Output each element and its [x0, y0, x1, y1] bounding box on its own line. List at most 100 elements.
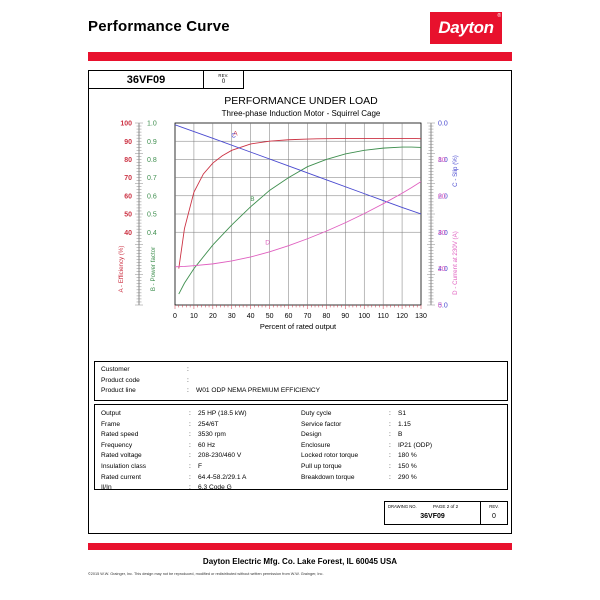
chart-title: PERFORMANCE UNDER LOAD [224, 95, 378, 107]
spec-key: Frequency [101, 441, 133, 449]
footer-red-rule [88, 543, 512, 550]
svg-text:0.7: 0.7 [147, 175, 157, 182]
svg-text:110: 110 [378, 313, 389, 320]
spec-separator: : [389, 431, 391, 439]
spec-column-right: Duty cycle: S1 Service factor:1.15 Design: B… [301, 409, 501, 489]
drawing-revision-cell: REV. 0 [481, 502, 507, 524]
spec-separator: : [189, 420, 191, 428]
svg-text:100: 100 [120, 121, 132, 128]
spec-separator: : [189, 441, 191, 449]
spec-key: Rated voltage [101, 452, 142, 460]
spec-key: Rated current [101, 473, 141, 481]
svg-text:5.0: 5.0 [438, 303, 448, 310]
svg-text:70: 70 [304, 313, 312, 320]
spec-key: Enclosure [301, 441, 331, 449]
spec-value: F [198, 462, 203, 470]
spec-key: Service factor [301, 420, 342, 428]
spec-key: Frame [101, 420, 121, 428]
spec-value: IP21 (ODP) [398, 441, 433, 449]
curve-label-D: D [265, 240, 270, 247]
model-number-box: 36VF09 [89, 71, 204, 89]
model-number: 36VF09 [126, 73, 166, 86]
svg-text:30: 30 [228, 313, 236, 320]
svg-text:20: 20 [209, 313, 217, 320]
spec-separator: : [189, 462, 191, 470]
svg-text:40: 40 [247, 313, 255, 320]
svg-text:80: 80 [438, 157, 446, 164]
curve-label-A: A [233, 130, 238, 137]
svg-text:4.0: 4.0 [438, 266, 448, 273]
spec-row: Il/In:6.3 Code G [101, 483, 301, 494]
page-label: PAGE 2 of 2 [433, 504, 459, 509]
document-body-frame: 36VF09 REV. 0 PERFORMANCE UNDER LOAD Thr… [88, 70, 512, 534]
spec-column-left: Output:25 HP (18.5 kW) Frame:254/6T Rated … [101, 409, 301, 491]
drawing-number-block: DRAWING NO. PAGE 2 of 2 36VF09 REV. 0 [384, 501, 508, 525]
spec-row: Breakdown torque:290 % [301, 473, 501, 484]
svg-text:0.6: 0.6 [147, 193, 157, 200]
info-row: Product code : [101, 376, 507, 387]
curve-label-B: B [250, 196, 254, 203]
revision-box: REV. 0 [204, 71, 244, 89]
svg-text:0.0: 0.0 [438, 121, 448, 128]
info-separator: : [187, 387, 189, 394]
spec-row: Rated current:64.4-58.2/29.1 A [101, 473, 301, 484]
svg-text:2.0: 2.0 [438, 193, 448, 200]
spec-row: Enclosure: IP21 (ODP) [301, 441, 501, 452]
spec-key: Output [101, 410, 121, 417]
info-value: W01 ODP NEMA PREMIUM EFFICIENCY [196, 387, 321, 394]
svg-text:50: 50 [266, 313, 274, 320]
header-red-rule [88, 52, 512, 61]
curve-A [178, 138, 421, 269]
spec-row: Frequency:60 Hz [101, 441, 301, 452]
svg-text:10: 10 [190, 313, 198, 320]
spec-separator: : [189, 431, 191, 439]
svg-text:3.0: 3.0 [438, 230, 448, 237]
drawing-label: DRAWING NO. [388, 504, 417, 509]
spec-row: Design: B [301, 430, 501, 441]
customer-info-block: Customer : Product code : Product line :… [94, 361, 508, 401]
spec-row: Locked rotor torque:180 % [301, 451, 501, 462]
drawing-revision-value: 0 [492, 513, 496, 520]
svg-text:0.5: 0.5 [147, 212, 157, 219]
specification-block: Output:25 HP (18.5 kW) Frame:254/6T Rated … [94, 404, 508, 491]
svg-text:0.8: 0.8 [147, 157, 157, 164]
svg-text:100: 100 [358, 313, 370, 320]
chart-plot-svg: 0 10 20 30 40 50 60 70 80 90 100 110 120 130 Percent o… [118, 121, 459, 331]
spec-row: Pull up torque:150 % [301, 462, 501, 473]
spec-separator: : [189, 452, 191, 460]
svg-text:1.0: 1.0 [147, 121, 157, 128]
svg-text:40: 40 [124, 230, 132, 237]
svg-text:Percent of rated output: Percent of rated output [260, 322, 337, 331]
spec-row: Rated speed:3530 rpm [101, 430, 301, 441]
svg-text:130: 130 [415, 313, 427, 320]
spec-separator: : [389, 420, 391, 428]
svg-text:20: 20 [438, 266, 446, 273]
spec-value: 150 % [398, 462, 417, 470]
svg-text:50: 50 [124, 212, 132, 219]
svg-text:0: 0 [173, 313, 177, 320]
spec-row: Output:25 HP (18.5 kW) [101, 409, 301, 420]
spec-key: Design [301, 431, 322, 439]
performance-chart: PERFORMANCE UNDER LOAD Three-phase Induc… [89, 89, 513, 351]
spec-separator: : [189, 473, 191, 481]
spec-value: 60 Hz [198, 441, 216, 449]
spec-value: 254/6T [198, 420, 219, 428]
spec-separator: : [389, 410, 391, 417]
spec-row: Duty cycle: S1 [301, 409, 501, 420]
spec-value: 64.4-58.2/29.1 A [198, 473, 247, 481]
svg-text:80: 80 [124, 157, 132, 164]
footer-copyright: ©2015 W.W. Grainger, Inc. This design ma… [88, 572, 324, 576]
spec-value: 1.15 [398, 420, 411, 428]
svg-text:0.4: 0.4 [147, 230, 157, 237]
info-row: Product line : W01 ODP NEMA PREMIUM EFFI… [101, 386, 507, 397]
curve-D [175, 181, 421, 268]
svg-text:0.9: 0.9 [147, 139, 157, 146]
info-row: Customer : [101, 365, 507, 376]
spec-key: Breakdown torque [301, 473, 355, 481]
svg-text:60: 60 [285, 313, 293, 320]
svg-text:90: 90 [124, 139, 132, 146]
spec-value: 208-230/460 V [198, 452, 242, 460]
spec-key: Pull up torque [301, 462, 342, 470]
spec-key: Locked rotor torque [301, 452, 359, 460]
